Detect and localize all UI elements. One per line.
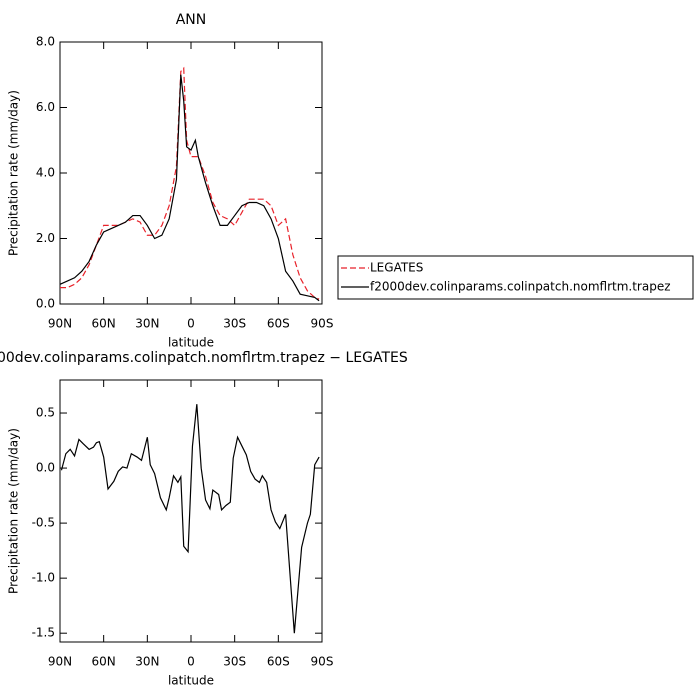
x-tick-label: 90S	[311, 655, 334, 669]
x-axis-label: latitude	[168, 336, 214, 350]
y-tick-label: 4.0	[36, 166, 55, 180]
x-tick-label: 0	[187, 317, 195, 331]
x-tick-label: 30N	[135, 317, 159, 331]
plot-frame	[59, 379, 323, 643]
y-tick-label: -1.5	[32, 626, 55, 640]
x-tick-label: 30S	[223, 655, 246, 669]
y-tick-label: 6.0	[36, 100, 55, 114]
legend-box	[337, 255, 694, 300]
x-axis-label: latitude	[168, 674, 214, 688]
y-tick-label: -1.0	[32, 571, 55, 585]
x-tick-label: 0	[187, 655, 195, 669]
plot-frame	[59, 41, 323, 305]
x-tick-label: 90N	[48, 317, 72, 331]
x-tick-label: 60N	[92, 317, 116, 331]
legend: LEGATES f2000dev.colinparams.colinpatch.n…	[337, 255, 694, 300]
y-tick-label: 8.0	[36, 35, 55, 49]
x-tick-label: 60N	[92, 655, 116, 669]
y-tick-label: 0.5	[36, 406, 55, 420]
x-tick-label: 30N	[135, 655, 159, 669]
y-tick-label: -0.5	[32, 516, 55, 530]
data-line	[60, 66, 320, 300]
y-axis-label: Precipitation rate (mm/day)	[7, 428, 21, 594]
legend-label: LEGATES	[370, 261, 423, 275]
x-tick-label: 90N	[48, 655, 72, 669]
y-axis-label: Precipitation rate (mm/day)	[7, 90, 21, 256]
x-tick-label: 30S	[223, 317, 246, 331]
x-tick-label: 90S	[311, 317, 334, 331]
y-tick-label: 2.0	[36, 231, 55, 245]
legend-label: f2000dev.colinparams.colinpatch.nomflrtm…	[370, 280, 671, 294]
y-tick-label: 0.0	[36, 297, 55, 311]
x-tick-label: 60S	[267, 655, 290, 669]
y-tick-label: 0.0	[36, 461, 55, 475]
chart-title: ANN	[176, 12, 207, 28]
data-line	[59, 74, 320, 302]
x-tick-label: 60S	[267, 317, 290, 331]
chart-title: f2000dev.colinparams.colinpatch.nomflrtm…	[0, 350, 408, 366]
data-line	[60, 404, 320, 634]
